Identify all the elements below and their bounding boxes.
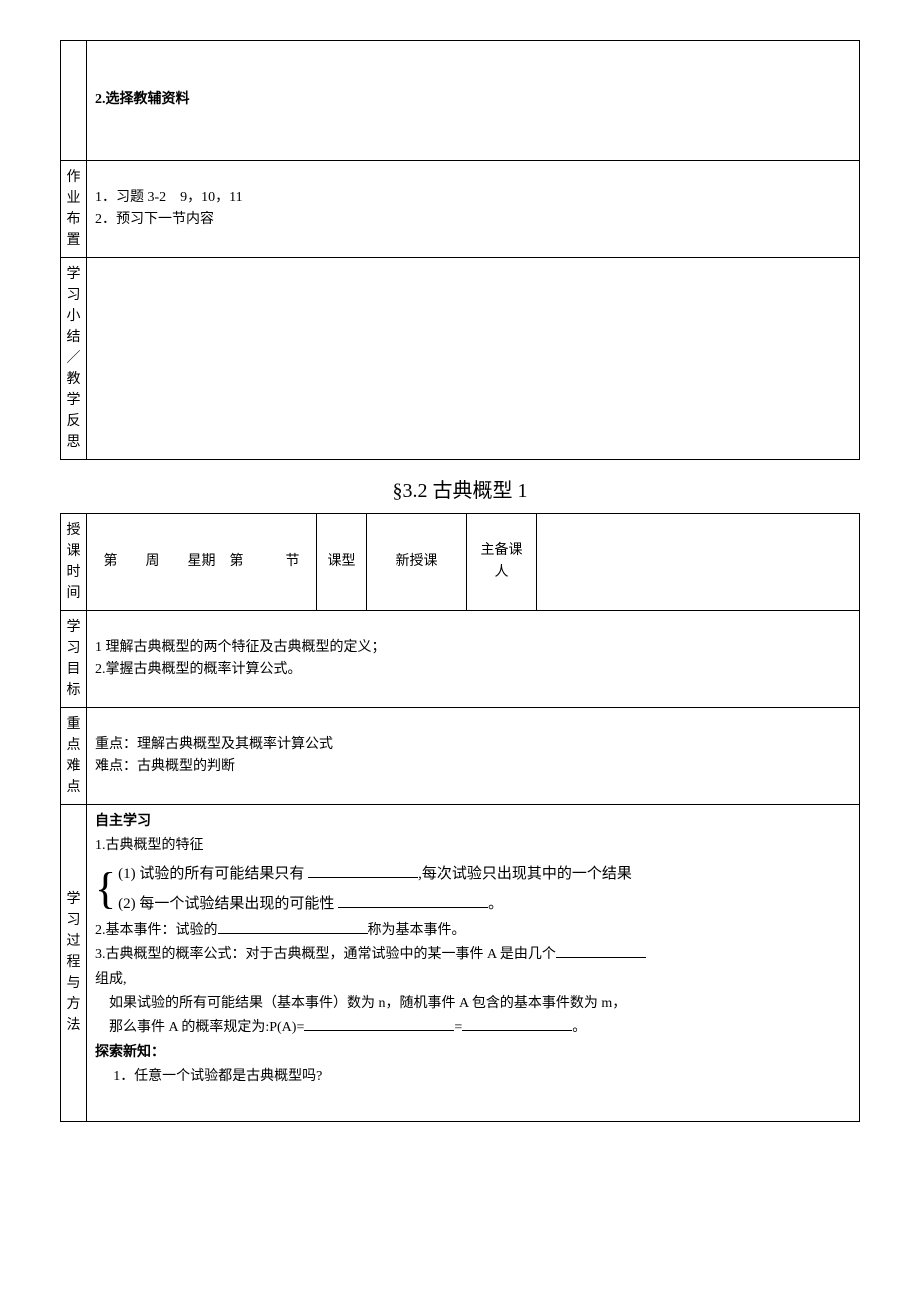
reflection-content: [87, 258, 860, 460]
lesson-table: 授课时间 第 周 星期 第 节 课型 新授课 主备课人 学习目标 1 理解古典概…: [60, 513, 860, 1122]
key-line1: 重点：理解古典概型及其概率计算公式: [95, 734, 851, 756]
homework-line2: 2．预习下一节内容: [95, 209, 851, 231]
feature-item-1: (1) 试验的所有可能结果只有 ,每次试验只出现其中的一个结果: [118, 862, 632, 886]
feature-brace: { (1) 试验的所有可能结果只有 ,每次试验只出现其中的一个结果 (2) 每一…: [95, 862, 851, 916]
aux-material-line: 2.选择教辅资料: [95, 92, 190, 107]
basic-event-line: 2.基本事件：试验的 称为基本事件。: [95, 920, 851, 942]
formula-blank1: [556, 944, 646, 958]
formula-pa-line: 那么事件 A 的概率规定为:P(A)= = 。: [95, 1017, 851, 1039]
key-content: 重点：理解古典概型及其概率计算公式 难点：古典概型的判断: [87, 708, 860, 805]
class-type-value: 新授课: [367, 514, 467, 611]
key-label: 重点难点: [61, 708, 87, 805]
self-study-heading: 自主学习: [95, 811, 851, 833]
schedule-cell: 第 周 星期 第 节: [87, 514, 317, 611]
feature2-blank: [338, 893, 488, 908]
formula-cond-line: 如果试验的所有可能结果（基本事件）数为 n，随机事件 A 包含的基本事件数为 m…: [95, 993, 851, 1015]
section-title: §3.2 古典概型 1: [60, 474, 860, 503]
formula-compose-line: 组成,: [95, 969, 851, 991]
homework-label: 作业布置: [61, 161, 87, 258]
preparer-label: 主备课人: [467, 514, 537, 611]
key-line2: 难点：古典概型的判断: [95, 756, 851, 778]
formula-prefix: 3.古典概型的概率公式：对于古典概型，通常试验中的某一事件 A 是由几个: [95, 947, 556, 962]
basic-event-prefix: 2.基本事件：试验的: [95, 923, 218, 938]
feature1-suffix: ,每次试验只出现其中的一个结果: [418, 866, 632, 882]
homework-line1: 1．习题 3-2 9，10，11: [95, 187, 851, 209]
upper-table: 2.选择教辅资料 作业布置 1．习题 3-2 9，10，11 2．预习下一节内容…: [60, 40, 860, 460]
explore-heading: 探索新知：: [95, 1042, 851, 1064]
pa-blank1: [304, 1017, 454, 1031]
feature-heading: 1.古典概型的特征: [95, 835, 851, 857]
pa-suffix: 。: [572, 1020, 586, 1035]
process-content: 自主学习 1.古典概型的特征 { (1) 试验的所有可能结果只有 ,每次试验只出…: [87, 805, 860, 1122]
pa-prefix: 那么事件 A 的概率规定为:P(A)=: [95, 1020, 304, 1035]
homework-content: 1．习题 3-2 9，10，11 2．预习下一节内容: [87, 161, 860, 258]
class-type-label: 课型: [317, 514, 367, 611]
feature1-prefix: (1) 试验的所有可能结果只有: [118, 866, 308, 882]
pa-eq: =: [454, 1020, 462, 1035]
explore-q1: 1．任意一个试验都是古典概型吗?: [95, 1066, 851, 1088]
goal-line1: 1 理解古典概型的两个特征及古典概型的定义；: [95, 637, 851, 659]
pa-blank2: [462, 1017, 572, 1031]
process-label: 学习过程与方法: [61, 805, 87, 1122]
goals-label: 学习目标: [61, 611, 87, 708]
basic-event-blank: [218, 920, 368, 934]
feature-item-2: (2) 每一个试验结果出现的可能性 。: [118, 892, 632, 916]
row0-content: 2.选择教辅资料: [87, 41, 860, 161]
row0-label: [61, 41, 87, 161]
left-brace-icon: {: [95, 862, 118, 916]
feature2-prefix: (2) 每一个试验结果出现的可能性: [118, 896, 338, 912]
preparer-value: [537, 514, 860, 611]
goal-line2: 2.掌握古典概型的概率计算公式。: [95, 659, 851, 681]
feature2-suffix: 。: [488, 896, 503, 912]
feature1-blank: [308, 863, 418, 878]
basic-event-suffix: 称为基本事件。: [368, 923, 466, 938]
goals-content: 1 理解古典概型的两个特征及古典概型的定义； 2.掌握古典概型的概率计算公式。: [87, 611, 860, 708]
reflection-label: 学习小结／教学反思: [61, 258, 87, 460]
meta-label: 授课时间: [61, 514, 87, 611]
formula-intro-line: 3.古典概型的概率公式：对于古典概型，通常试验中的某一事件 A 是由几个: [95, 944, 851, 966]
